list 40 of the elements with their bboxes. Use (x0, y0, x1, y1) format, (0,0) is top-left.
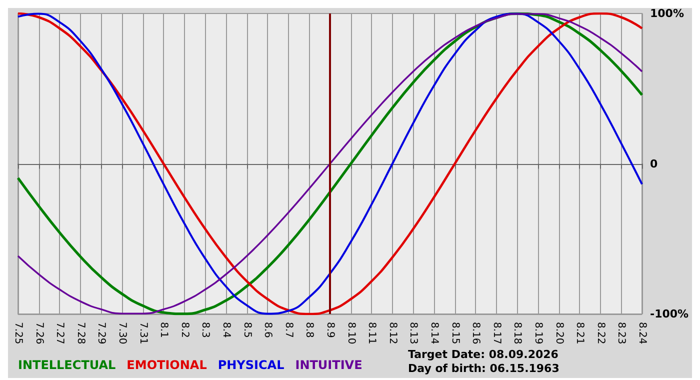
x-tick-label: 8.15 (449, 322, 460, 344)
x-tick-label: 8.7 (282, 322, 294, 338)
x-tick-label: 8.9 (324, 322, 336, 338)
text: Day of birth: 06.15.1963 (408, 362, 560, 375)
x-tick-label: 8.20 (553, 322, 564, 344)
text: Target Date: 08.09.2026 (408, 348, 559, 361)
x-tick-label: 7.31 (137, 322, 148, 344)
x-tick-label: 8.4 (220, 322, 232, 338)
x-tick-label: 8.18 (512, 322, 523, 344)
text: INTELLECTUAL (18, 358, 116, 372)
x-tick-label: 7.30 (116, 322, 128, 344)
x-tick-label: 8.12 (386, 322, 398, 344)
x-tick-label: 8.21 (574, 322, 586, 344)
text: PHYSICAL (218, 358, 285, 372)
x-tick-label: 7.28 (74, 322, 86, 344)
x-tick-label: 8.10 (345, 322, 356, 344)
x-tick-label: 8.5 (241, 322, 252, 338)
x-tick-label: 8.3 (200, 322, 211, 338)
text: INTUITIVE (295, 358, 362, 372)
x-tick-label: 8.8 (304, 322, 315, 338)
y-tick-label: 0 (650, 157, 658, 170)
x-tick-label: 8.1 (158, 322, 170, 338)
x-tick-label: 8.14 (428, 322, 440, 344)
y-tick-label: -100% (650, 308, 689, 320)
x-tick-label: 7.27 (54, 322, 66, 344)
x-tick-label: 8.13 (408, 322, 419, 344)
x-tick-label: 7.25 (12, 322, 24, 344)
x-tick-label: 8.2 (178, 322, 190, 338)
y-tick-label: 100% (650, 7, 684, 20)
text: EMOTIONAL (126, 358, 208, 372)
x-tick-label: 7.29 (96, 322, 107, 344)
x-tick-label: 8.16 (470, 322, 482, 344)
x-tick-label: 8.23 (616, 322, 627, 344)
x-tick-label: 8.17 (490, 322, 502, 344)
x-tick-label: 8.24 (636, 322, 648, 344)
x-tick-label: 8.11 (366, 322, 378, 344)
x-tick-label: 8.22 (594, 322, 606, 344)
x-tick-label: 8.6 (262, 322, 274, 338)
x-tick-label: 7.26 (33, 322, 44, 344)
x-tick-label: 8.19 (532, 322, 544, 344)
